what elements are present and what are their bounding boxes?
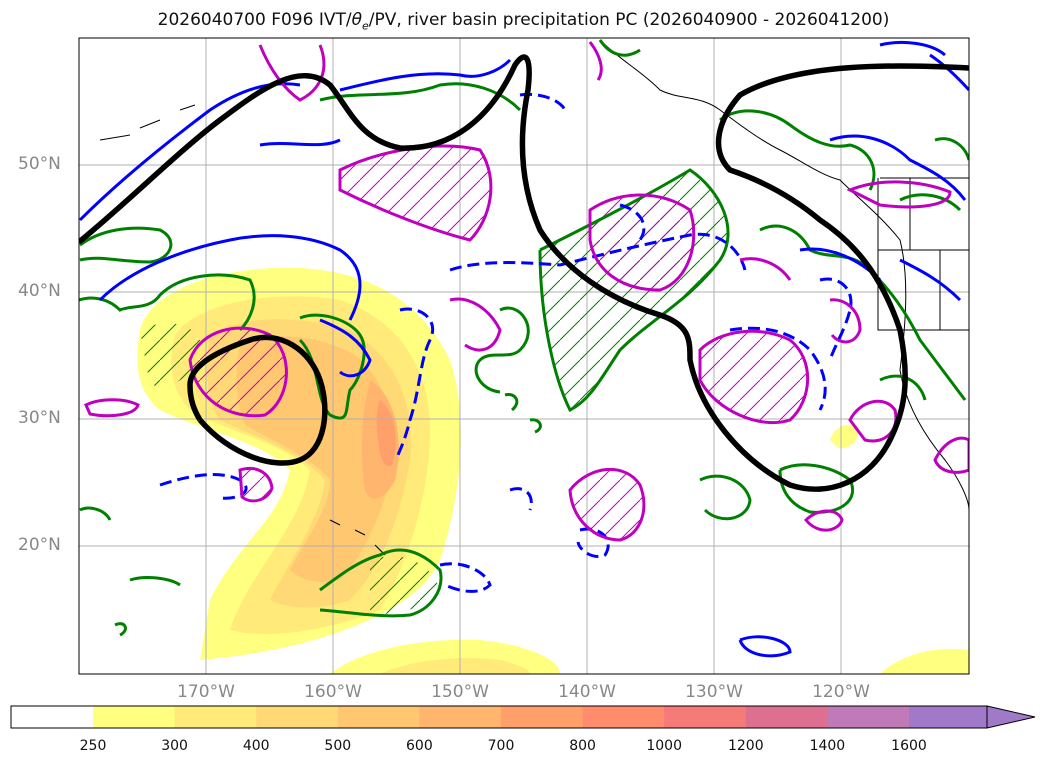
colorbar-tick-label: 1600 [891, 738, 927, 754]
lat-label-40n: 40°N [18, 281, 61, 301]
colorbar-segment [582, 706, 665, 728]
colorbar-tick-label: 1400 [809, 738, 846, 754]
colorbar-segment [745, 706, 828, 728]
map-content [79, 38, 969, 674]
colorbar-tick-label: 1200 [727, 738, 764, 754]
colorbar-segment [827, 706, 910, 728]
lon-label-130w: 130°W [685, 682, 743, 702]
colorbar-tick-label: 300 [161, 738, 188, 754]
colorbar-tick-label: 500 [324, 738, 352, 754]
colorbar [10, 705, 1036, 729]
colorbar-segment [256, 706, 339, 728]
colorbar-segment [419, 706, 502, 728]
colorbar-segment [174, 706, 257, 728]
colorbar-segment [909, 706, 987, 728]
lon-label-120w: 120°W [812, 682, 870, 702]
colorbar-segment [337, 706, 420, 728]
lat-label-50n: 50°N [18, 154, 61, 174]
colorbar-segment [664, 706, 747, 728]
colorbar-tick-label: 800 [569, 738, 596, 754]
theta-e-contours [79, 39, 969, 637]
colorbar-tick-label: 250 [79, 738, 107, 754]
lat-label-30n: 30°N [18, 408, 61, 428]
jet-contours [79, 54, 969, 492]
lon-label-150w: 150°W [431, 682, 489, 702]
colorbar-segment [93, 706, 176, 728]
map-title: 2026040700 F096 IVT/θe/PV, river basin p… [157, 10, 890, 33]
lon-label-140w: 140°W [558, 682, 616, 702]
colorbar-tick-label: 1000 [646, 738, 683, 754]
hatched-regions [140, 146, 808, 614]
colorbar-tick-label: 700 [487, 738, 515, 754]
lon-label-170w: 170°W [177, 682, 235, 702]
colorbar-segment [501, 706, 584, 728]
lat-label-20n: 20°N [18, 535, 61, 555]
colorbar-tick-label: 600 [406, 738, 433, 754]
pv-dashed-contours [159, 92, 853, 593]
lon-label-160w: 160°W [304, 682, 362, 702]
colorbar-tick-label: 400 [242, 738, 270, 754]
map-frame [78, 37, 970, 675]
